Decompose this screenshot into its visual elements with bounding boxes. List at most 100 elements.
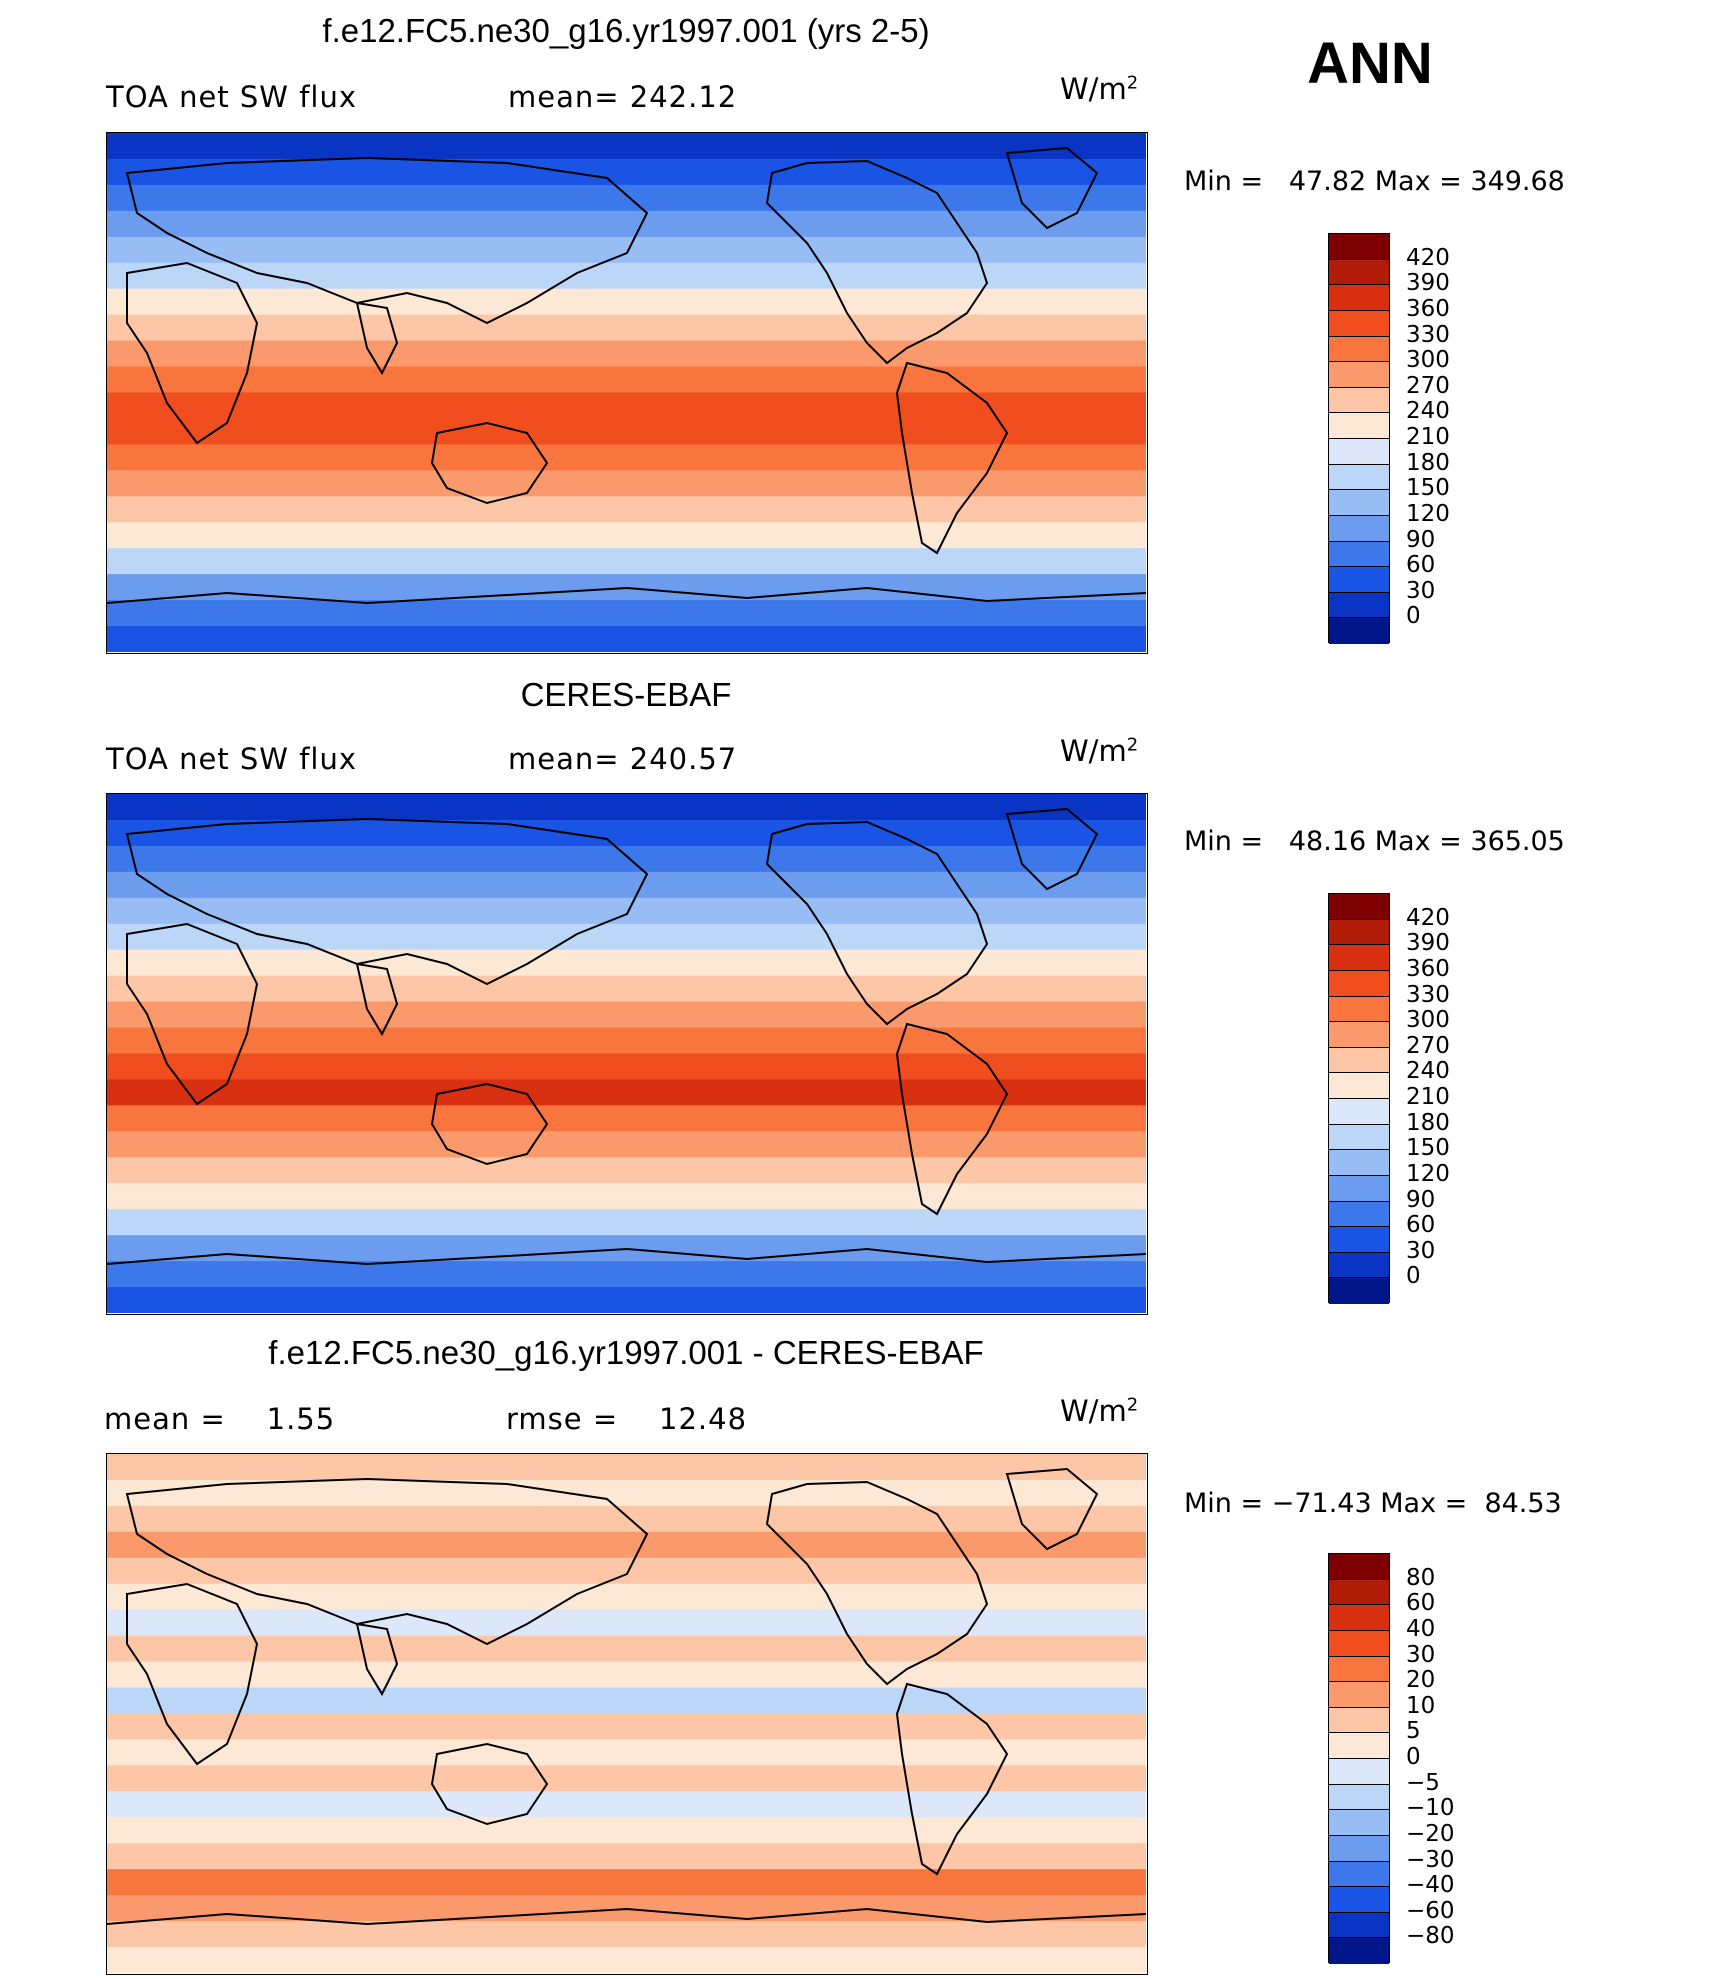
coastline xyxy=(1005,146,1099,230)
mean-label: mean = 1.55 xyxy=(104,1402,336,1436)
units-label: W/m2 xyxy=(1060,72,1139,106)
contour-band xyxy=(107,1869,1146,1897)
coastline xyxy=(355,301,399,376)
colorbar-cell xyxy=(1329,387,1389,414)
contour-band xyxy=(107,626,1146,652)
contour-band xyxy=(107,1479,1146,1507)
colorbar-tick-label: 30 xyxy=(1406,1641,1436,1668)
colorbar-tick-label: −80 xyxy=(1406,1923,1455,1950)
coastline xyxy=(355,1622,399,1697)
contour-band xyxy=(107,975,1146,1003)
min-value: 47.82 xyxy=(1288,166,1367,197)
colorbar-tick-label: 20 xyxy=(1406,1667,1436,1694)
colorbar-tick-label: 0 xyxy=(1406,1263,1421,1290)
colorbar-cell xyxy=(1329,310,1389,337)
contour-band xyxy=(107,1713,1146,1741)
colorbar-cell xyxy=(1329,362,1389,388)
colorbar-cell xyxy=(1329,285,1389,311)
contour-band xyxy=(107,1027,1146,1055)
colorbar-tick-label: 360 xyxy=(1406,955,1450,982)
contour-band xyxy=(107,600,1146,628)
colorbar-cell xyxy=(1329,1682,1389,1708)
map-diff xyxy=(106,1453,1148,1975)
colorbar-tick-label: 0 xyxy=(1406,1744,1421,1770)
coastline xyxy=(430,421,549,505)
coastline xyxy=(126,1582,259,1766)
colorbar-cell xyxy=(1329,1175,1389,1202)
colorbar-cell xyxy=(1329,1022,1389,1048)
colorbar-cell xyxy=(1329,1605,1389,1631)
colorbar-tick-label: −20 xyxy=(1406,1820,1455,1847)
colorbar-cell xyxy=(1329,234,1389,260)
colorbar-cell xyxy=(1329,618,1389,644)
coastline xyxy=(125,817,649,986)
colorbar-cell xyxy=(1329,490,1389,516)
colorbar-cell xyxy=(1329,1201,1389,1228)
contour-band xyxy=(107,133,1146,160)
min-max-readout: Min = 47.82 Max = 349.68 xyxy=(1184,166,1565,197)
contour-band xyxy=(107,871,1146,899)
colorbar-cell xyxy=(1329,1810,1389,1836)
panel-title: f.e12.FC5.ne30_g16.yr1997.001 (yrs 2-5) xyxy=(322,12,930,49)
colorbar-tick-label: 300 xyxy=(1406,347,1450,374)
colorbar-tick-label: 210 xyxy=(1406,1084,1450,1110)
colorbar-tick-label: 30 xyxy=(1406,1237,1436,1264)
contour-band xyxy=(107,1791,1146,1819)
colorbar-cell xyxy=(1329,259,1389,286)
contour-band xyxy=(107,1583,1146,1611)
colorbar-cell xyxy=(1329,1887,1389,1913)
colorbar-model xyxy=(1328,233,1390,644)
contour-band xyxy=(107,1609,1146,1637)
coastline xyxy=(1005,1467,1099,1551)
colorbar-cell xyxy=(1329,945,1389,971)
contour-band xyxy=(107,949,1146,977)
colorbar-cell xyxy=(1329,1099,1389,1125)
colorbar-tick-label: 210 xyxy=(1406,424,1450,450)
units-label: W/m2 xyxy=(1060,734,1139,768)
min-max-readout: Min = 48.16 Max = 365.05 xyxy=(1184,826,1565,857)
coastline xyxy=(125,156,649,325)
colorbar-tick-label: −40 xyxy=(1406,1872,1455,1899)
colorbar-cell xyxy=(1329,1554,1389,1580)
coastline xyxy=(125,1477,649,1646)
contour-band xyxy=(107,1817,1146,1845)
colorbar-tick-label: 120 xyxy=(1406,500,1450,527)
colorbar-cell xyxy=(1329,894,1389,920)
contour-band xyxy=(107,794,1146,821)
colorbar-tick-label: 240 xyxy=(1406,1058,1450,1085)
colorbar-cell xyxy=(1329,996,1389,1023)
colorbar-tick-label: 30 xyxy=(1406,577,1436,604)
contour-band xyxy=(107,819,1146,847)
colorbar-tick-label: 240 xyxy=(1406,398,1450,425)
colorbar-tick-label: 270 xyxy=(1406,1032,1450,1059)
contour-band xyxy=(107,1947,1146,1973)
coastline xyxy=(430,1742,549,1826)
contour-band xyxy=(107,1739,1146,1767)
colorbar-tick-label: −10 xyxy=(1406,1795,1455,1822)
colorbar-cell xyxy=(1329,919,1389,946)
colorbar-tick-label: −30 xyxy=(1406,1846,1455,1873)
colorbar-cell xyxy=(1329,1759,1389,1785)
contour-band xyxy=(107,923,1146,951)
contour-band xyxy=(107,1687,1146,1715)
colorbar-tick-label: 60 xyxy=(1406,552,1436,579)
coastline xyxy=(765,820,989,1026)
colorbar-cell xyxy=(1329,1912,1389,1939)
coastline xyxy=(107,1907,1146,1926)
colorbar-cell xyxy=(1329,439,1389,465)
contour-band xyxy=(107,1454,1146,1481)
colorbar-cell xyxy=(1329,1073,1389,1099)
contour-band xyxy=(107,184,1146,212)
contour-band xyxy=(107,1531,1146,1559)
contour-band xyxy=(107,444,1146,472)
variable-label: TOA net SW flux xyxy=(106,742,358,776)
colorbar-cell xyxy=(1329,515,1389,542)
colorbar-cell xyxy=(1329,1835,1389,1862)
colorbar-tick-label: 0 xyxy=(1406,603,1421,630)
rmse-label: rmse = 12.48 xyxy=(506,1402,748,1436)
colorbar-cell xyxy=(1329,1227,1389,1253)
colorbar-tick-label: 120 xyxy=(1406,1160,1450,1187)
contour-band xyxy=(107,210,1146,238)
contour-band xyxy=(107,548,1146,576)
colorbar-tick-label: 5 xyxy=(1406,1718,1421,1745)
